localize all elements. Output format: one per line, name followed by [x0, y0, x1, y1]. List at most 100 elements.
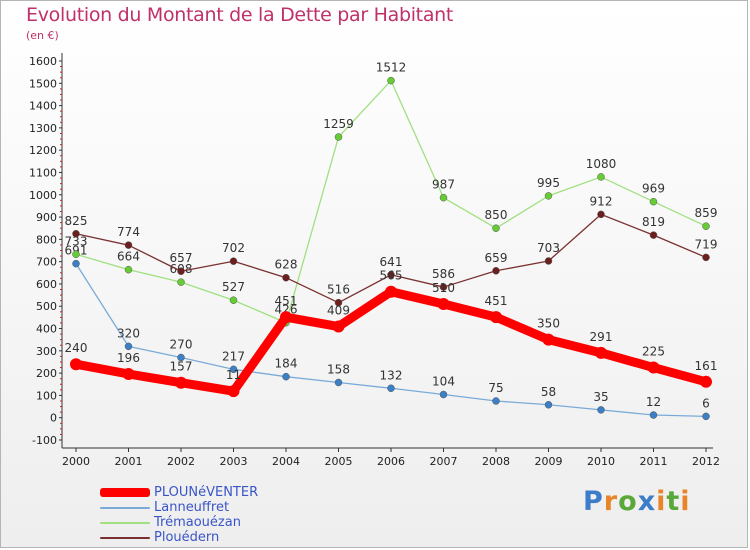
legend-label: Plouédern [154, 530, 220, 545]
y-tick-label: 800 [36, 233, 57, 246]
data-label: 987 [432, 178, 455, 192]
data-label: 527 [222, 280, 245, 294]
logo-letter: o [618, 486, 638, 517]
data-label: 184 [275, 357, 298, 371]
data-point [544, 401, 553, 409]
y-tick-label: -100 [32, 434, 57, 447]
y-tick-label: 500 [36, 300, 57, 313]
y-tick-label: 1300 [29, 122, 57, 135]
legend: PLOUNéVENTER Lanneuffret Trémaouézan Plouéd… [100, 485, 258, 545]
data-label: 426 [275, 303, 298, 317]
x-tick-label: 2006 [377, 455, 405, 468]
data-label: 995 [537, 176, 560, 190]
x-tick-label: 2007 [430, 455, 458, 468]
y-tick-label: 1600 [29, 55, 57, 68]
data-point [649, 411, 658, 419]
data-label: 35 [593, 390, 608, 404]
data-label: 104 [432, 375, 455, 389]
data-point [647, 361, 660, 374]
legend-item: Lanneuffret [100, 500, 258, 515]
x-tick-label: 2009 [535, 455, 563, 468]
data-label: 565 [380, 269, 403, 283]
proxiti-logo: Proxiti [583, 486, 691, 517]
data-point [439, 283, 448, 291]
y-tick-label: 1500 [29, 77, 57, 90]
data-point [649, 231, 658, 239]
chart-subtitle: (en €) [26, 29, 59, 42]
data-label: 11 [226, 368, 241, 382]
x-tick-label: 2005 [325, 455, 353, 468]
data-point [649, 197, 658, 206]
data-point [124, 241, 133, 249]
legend-swatch [100, 506, 150, 509]
data-point [124, 265, 133, 274]
data-label: 733 [65, 234, 88, 248]
y-tick-label: 200 [36, 367, 57, 380]
data-point [597, 173, 605, 181]
y-tick-label: 1000 [29, 189, 57, 202]
data-label: 510 [432, 281, 455, 295]
data-label: 217 [222, 349, 245, 363]
data-point [492, 267, 500, 275]
data-point [177, 278, 185, 286]
y-tick-label: 1400 [29, 100, 57, 113]
legend-label: Lanneuffret [154, 500, 230, 515]
y-tick-label: 900 [36, 211, 57, 224]
data-point [282, 273, 290, 282]
data-point [492, 224, 500, 232]
x-tick-label: 2004 [272, 455, 300, 468]
data-point [332, 320, 345, 333]
data-label: 409 [327, 304, 350, 318]
data-label: 774 [117, 225, 140, 239]
data-point [229, 296, 238, 304]
y-tick-label: 400 [36, 323, 57, 336]
data-label: 969 [642, 182, 665, 196]
data-point [387, 384, 395, 393]
logo-letter: i [680, 486, 691, 517]
data-point [229, 257, 238, 265]
data-point [72, 230, 80, 238]
data-point [177, 267, 185, 275]
data-label: 659 [485, 251, 508, 265]
data-point [70, 358, 82, 371]
y-tick-label: 300 [36, 345, 57, 358]
legend-label: Trémaouézan [154, 515, 241, 530]
logo-letter: r [603, 486, 619, 517]
data-label: 819 [642, 215, 665, 229]
y-tick-label: 700 [36, 256, 57, 269]
data-label: 628 [275, 258, 298, 272]
data-point [387, 271, 395, 279]
y-tick-label: 1100 [29, 166, 57, 179]
legend-item: Trémaouézan [100, 515, 258, 530]
data-point [334, 378, 343, 387]
logo-letter: t [666, 486, 681, 517]
data-label: 516 [327, 283, 350, 297]
data-point [597, 406, 605, 414]
data-point [122, 368, 135, 381]
data-point [227, 385, 240, 398]
data-label: 641 [380, 255, 403, 269]
data-label: 703 [537, 241, 560, 255]
data-point [439, 390, 448, 399]
data-point [334, 298, 343, 307]
data-label: 664 [117, 250, 140, 264]
chart-title: Evolution du Montant de la Dette par Hab… [26, 4, 454, 26]
data-point [544, 192, 553, 200]
legend-swatch [100, 536, 150, 539]
data-label: 825 [65, 214, 88, 228]
data-point [282, 372, 290, 381]
data-point [385, 285, 397, 298]
data-label: 320 [117, 326, 140, 340]
data-point [437, 298, 450, 311]
x-tick-label: 2001 [115, 455, 143, 468]
x-tick-label: 2003 [220, 455, 248, 468]
data-label: 1080 [586, 157, 617, 171]
y-tick-label: 0 [50, 412, 57, 425]
data-point [280, 311, 292, 324]
y-tick-label: 600 [36, 278, 57, 291]
data-point [702, 222, 710, 230]
data-label: 12 [646, 395, 661, 409]
data-point [595, 346, 607, 359]
